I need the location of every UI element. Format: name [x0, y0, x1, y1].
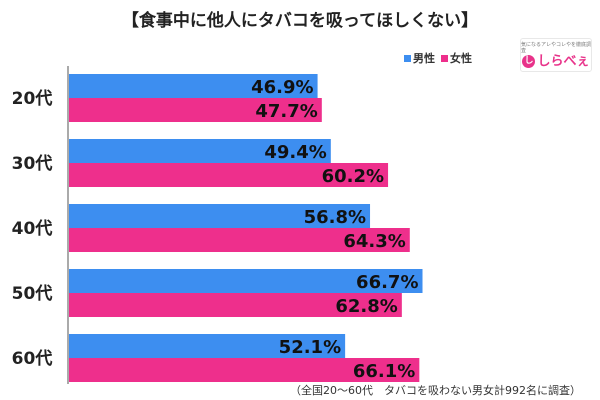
- legend-label-male: 男性: [413, 52, 435, 65]
- data-label-male: 66.7%: [356, 272, 418, 293]
- data-label-female: 66.1%: [353, 361, 415, 382]
- legend-item-male: 男性: [404, 50, 435, 66]
- legend-swatch-female: [441, 54, 448, 62]
- bar-male: [69, 334, 346, 358]
- data-label-female: 64.3%: [343, 231, 405, 252]
- legend-swatch-male: [404, 54, 411, 62]
- shirabee-logo: 気になるアレやコレやを徹底調査 し しらべぇ: [520, 38, 592, 72]
- data-label-female: 62.8%: [335, 296, 397, 317]
- legend-item-female: 女性: [441, 50, 472, 66]
- data-label-male: 46.9%: [251, 77, 313, 98]
- category-label: 60代: [12, 348, 53, 369]
- logo-text: しらべぇ: [537, 53, 590, 69]
- category-label: 50代: [12, 283, 53, 304]
- logo-tagline: 気になるアレやコレやを徹底調査: [521, 41, 592, 54]
- bar-female: [69, 163, 389, 187]
- data-label-male: 49.4%: [264, 142, 326, 163]
- bar-female: [69, 228, 410, 252]
- bar-male: [69, 139, 331, 163]
- category-label: 30代: [12, 153, 53, 174]
- data-label-female: 47.7%: [255, 101, 317, 122]
- data-label-male: 56.8%: [304, 207, 366, 228]
- chart-title: 【食事中に他人にタバコを吸ってほしくない】: [121, 11, 479, 31]
- legend: 男性 女性: [404, 50, 478, 66]
- bar-male: [69, 269, 423, 293]
- bar-female: [69, 293, 402, 317]
- data-label-female: 60.2%: [322, 166, 384, 187]
- bar-male: [69, 74, 318, 98]
- bar-female: [69, 98, 322, 122]
- logo-mark-icon: し: [522, 55, 536, 68]
- category-label: 20代: [12, 88, 53, 109]
- data-label-male: 52.1%: [279, 337, 341, 358]
- legend-label-female: 女性: [450, 52, 472, 65]
- bar-male: [69, 204, 371, 228]
- logo-row: し しらべぇ: [522, 53, 590, 69]
- bar-female: [69, 358, 420, 382]
- footnote: （全国20〜60代 タバコを吸わない男女計992名に調査）: [290, 384, 581, 397]
- category-label: 40代: [12, 218, 53, 239]
